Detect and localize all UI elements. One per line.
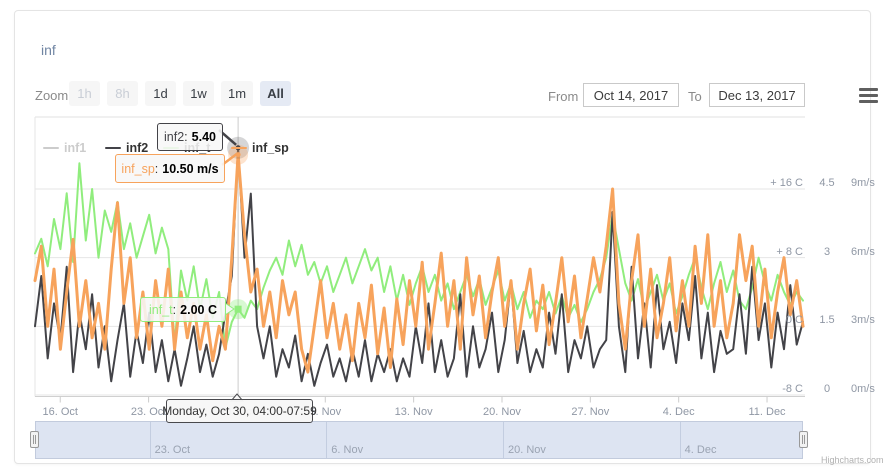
hover-marker-inf-t [234, 305, 242, 313]
zoom-button-all[interactable]: All [260, 81, 292, 106]
hover-halo-inf-t [228, 299, 249, 320]
legend-item-inf_sp[interactable]: inf_sp [231, 141, 289, 155]
legend-label: inf_sp [252, 141, 289, 155]
tooltip-date: Monday, Oct 30, 04:00-07:59 [162, 399, 317, 423]
zoom-button-group: 1h 8h 1d 1w 1m All [69, 81, 292, 106]
y-axis-temp-label: -8 C [782, 383, 803, 395]
x-axis-label: 6. Nov [309, 406, 342, 418]
y-axis-speed-label: 0m/s [851, 383, 875, 395]
navigator[interactable]: 23. Oct 6. Nov 20. Nov 4. Dec [30, 421, 808, 459]
zoom-button-1m[interactable]: 1m [221, 81, 254, 106]
tooltip-connector-inf-t [224, 302, 235, 316]
y-axis-speed-label: 9m/s [851, 177, 875, 189]
y-axis-speed-label: 3m/s [851, 314, 875, 327]
legend-label: inf2 [126, 141, 149, 155]
hamburger-menu-icon[interactable] [859, 88, 878, 103]
x-axis-label: 27. Nov [571, 406, 610, 418]
y-axis-speed-label: 6m/s [851, 245, 875, 258]
y-axis-inf2-label: 4.5 [819, 177, 835, 189]
y-axis-inf2-label: 3 [823, 245, 831, 258]
x-axis-label: 4. Dec [662, 406, 695, 418]
y-axis-temp-label: + 16 C [770, 177, 803, 189]
x-axis-label: 20. Nov [483, 406, 521, 418]
chart-card: inf Zoom 1h 8h 1d 1w 1m All From Oct 14, 2017… [14, 10, 883, 465]
x-axis-label: 16. Oct [42, 406, 78, 418]
tooltip-inf-t: inf_t:2.00 C [140, 297, 226, 322]
legend-label: inf1 [64, 141, 87, 155]
navigator-label: 6. Nov [331, 444, 364, 456]
zoom-button-8h: 8h [107, 81, 138, 106]
x-axis-label: 23. Oct [130, 406, 167, 418]
y-axis-inf2-label: 0 [823, 383, 831, 395]
navigator-gridline [679, 422, 681, 458]
navigator-gridline [149, 422, 151, 458]
zoom-label: Zoom [35, 88, 69, 103]
series-line-inf2[interactable] [34, 146, 804, 387]
from-date-input[interactable]: Oct 14, 2017 [583, 83, 679, 107]
navigator-left-handle[interactable] [30, 431, 39, 448]
legend-line-sample [105, 147, 121, 149]
series-line-inf_sp[interactable] [33, 153, 805, 374]
navigator-label: 4. Dec [684, 444, 717, 456]
tooltip-inf2: inf2:5.40 [157, 123, 223, 151]
navigator-label: 20. Nov [507, 444, 546, 456]
legend-item-inf1[interactable]: inf1 [43, 141, 86, 155]
y-axis-temp-label: 0 C [785, 314, 803, 327]
legend-line-sample [43, 147, 59, 149]
to-label: To [688, 89, 702, 104]
from-label: From [548, 89, 579, 104]
zoom-button-1d[interactable]: 1d [145, 81, 176, 106]
x-axis-label: 13. Nov [394, 406, 433, 418]
highcharts-credits: Highcharts.com [821, 455, 883, 465]
x-axis-label: 11. Dec [748, 406, 786, 418]
tooltip-inf-sp: inf_sp:10.50 m/s [115, 154, 225, 183]
chart-title: inf [41, 42, 56, 58]
y-axis-inf2-label: 1.5 [819, 314, 835, 327]
zoom-button-1w[interactable]: 1w [183, 81, 214, 106]
zoom-button-1h: 1h [69, 81, 100, 106]
navigator-right-handle[interactable] [799, 431, 808, 448]
navigator-gridline [326, 422, 328, 458]
navigator-gridline [502, 422, 504, 458]
legend-item-inf2[interactable]: inf2 [105, 141, 148, 155]
navigator-label: 23. Oct [154, 444, 191, 456]
legend-line-sample [231, 147, 247, 149]
y-axis-temp-label: + 8 C [776, 245, 803, 258]
to-date-input[interactable]: Dec 13, 2017 [709, 83, 805, 107]
